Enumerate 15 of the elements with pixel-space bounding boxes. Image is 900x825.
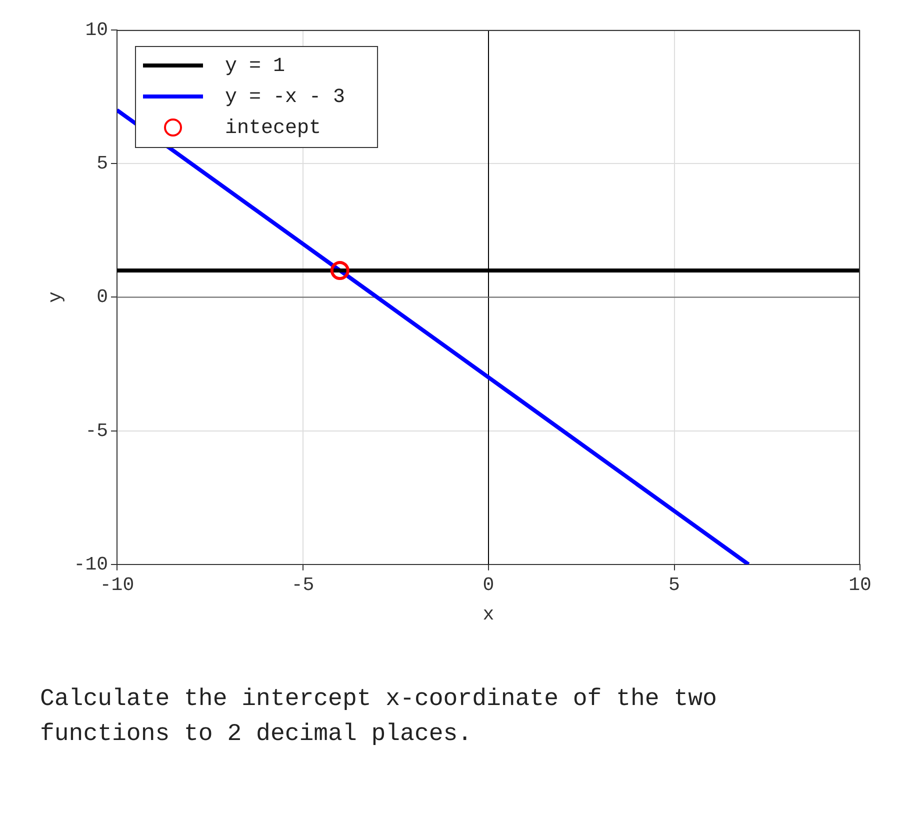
y-axis-title: y: [44, 291, 66, 303]
legend-label: intecept: [225, 116, 322, 140]
x-tick-label: 5: [668, 574, 680, 596]
x-tick-label: 0: [482, 574, 494, 596]
legend-label: y = 1: [225, 54, 286, 78]
y-tick-label: -10: [74, 553, 108, 576]
text: Calculate the intercept x-coordinate of the two functions to 2 decimal places.: [40, 685, 718, 750]
y-tick-label: 5: [96, 152, 108, 175]
x-tick-label: 10: [848, 574, 872, 596]
x-axis-title: x: [482, 604, 494, 626]
y-tick-label: 10: [85, 19, 108, 42]
y-tick-label: -5: [85, 420, 108, 442]
legend-label: y = -x - 3: [225, 86, 346, 109]
y-tick-label: 0: [96, 286, 108, 308]
x-tick-label: -5: [291, 574, 314, 596]
